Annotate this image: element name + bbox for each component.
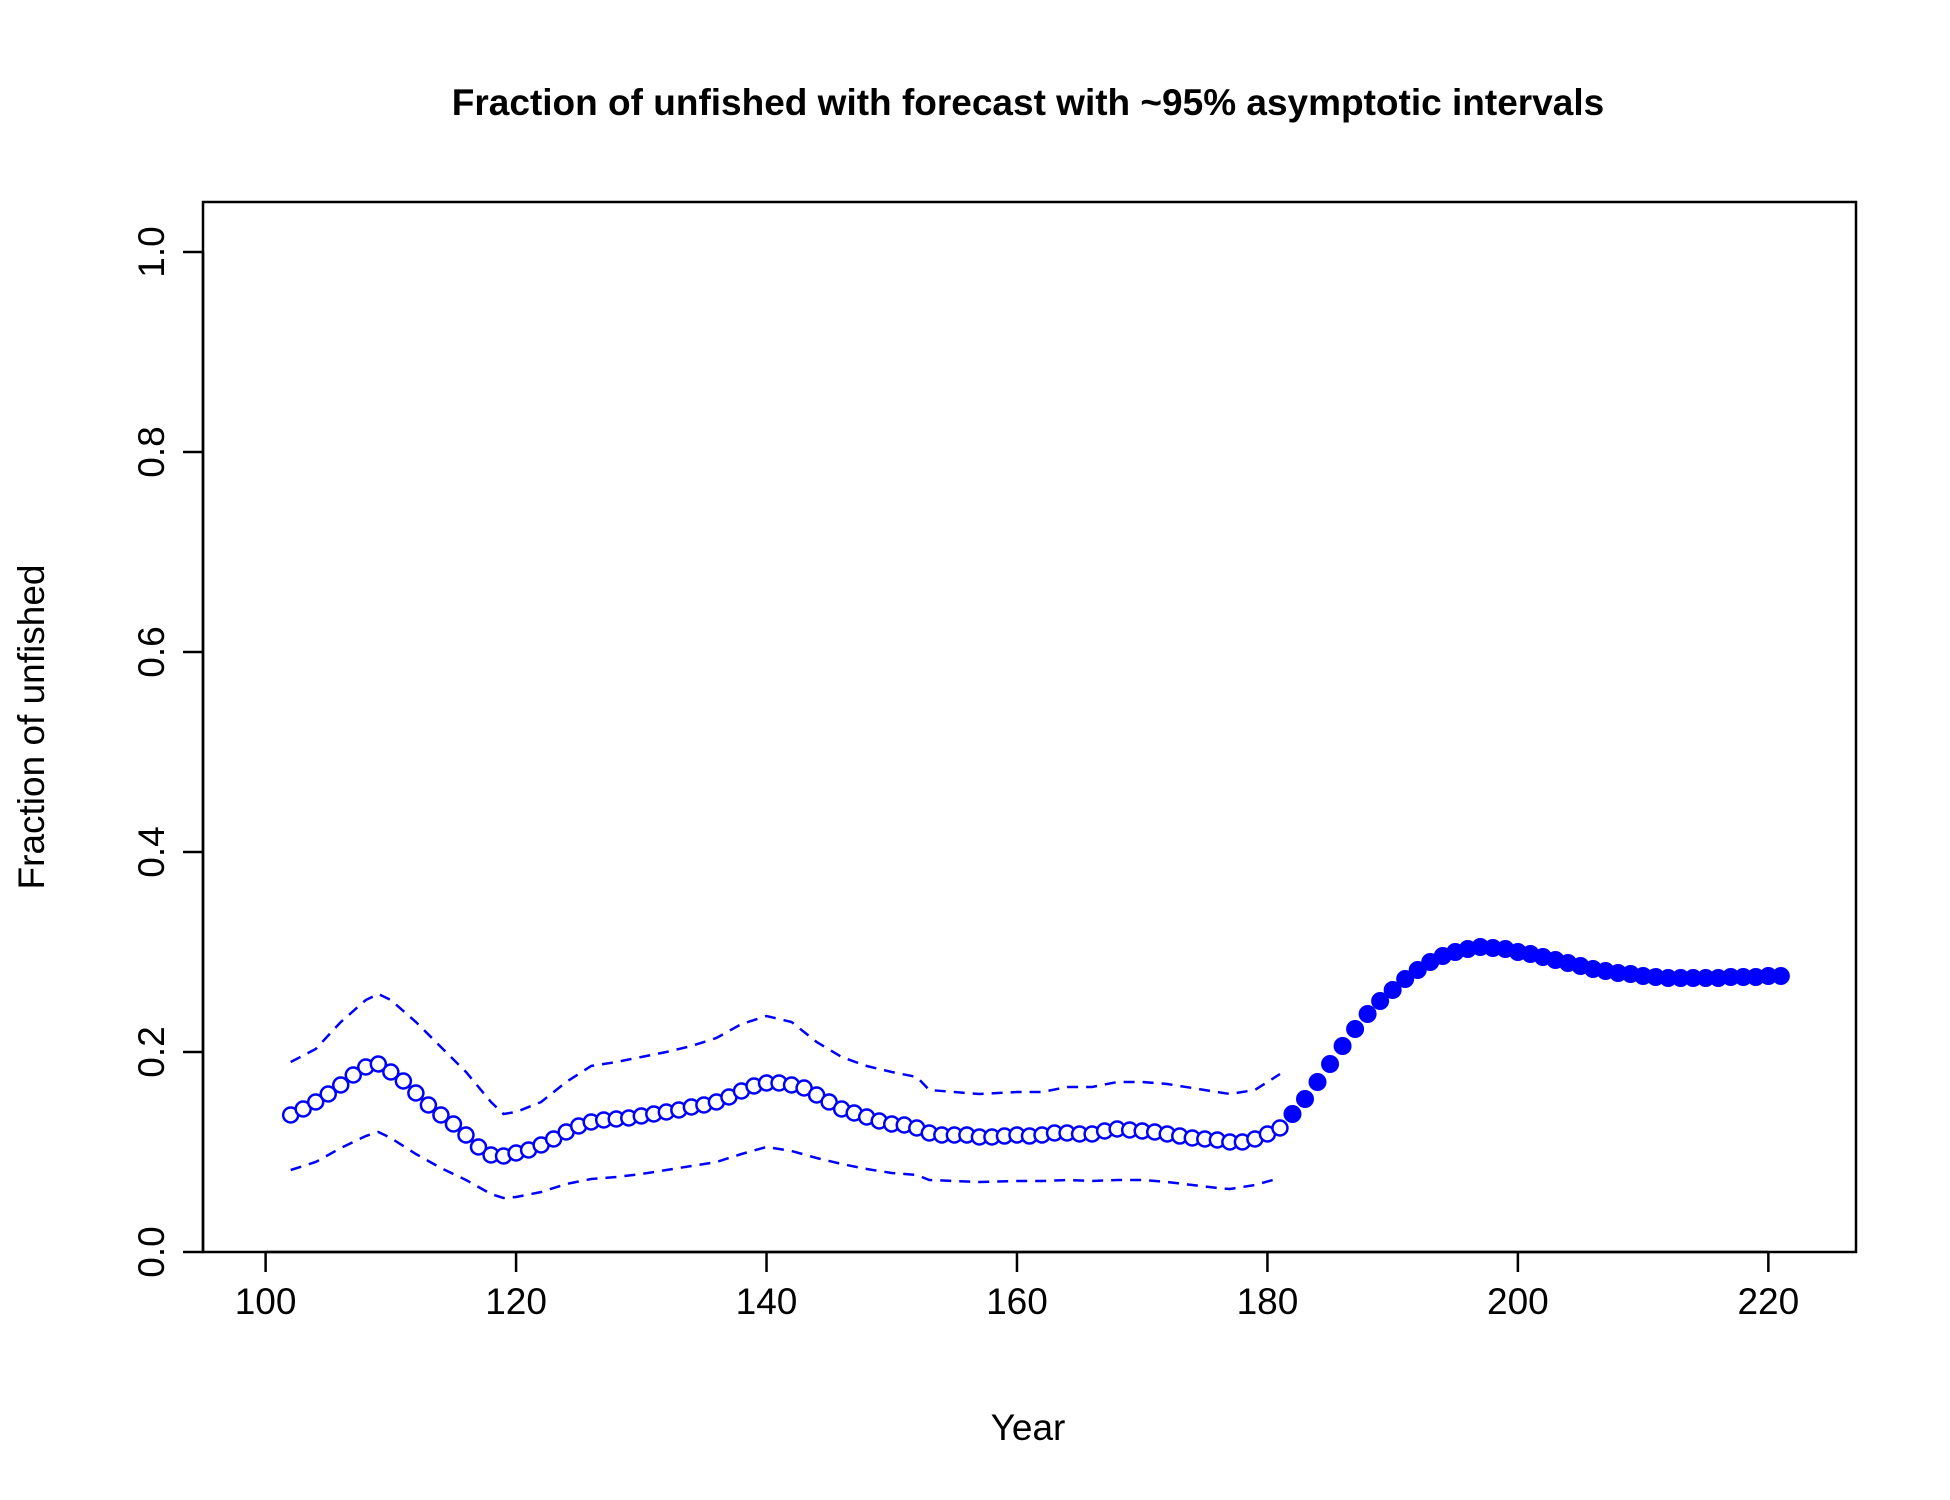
x-tick-label: 120 [485, 1281, 547, 1322]
estimate-point [319, 1085, 337, 1103]
x-tick-label: 200 [1487, 1281, 1549, 1322]
series-upper-95-line [290, 992, 1281, 1116]
estimate-point [469, 1138, 488, 1156]
x-tick-label: 220 [1737, 1281, 1799, 1322]
series-layer [281, 938, 1790, 1200]
y-tick-label: 0.2 [131, 1026, 172, 1077]
estimate-point [369, 1055, 388, 1073]
estimate-point [432, 1106, 450, 1124]
y-tick-label: 0.0 [131, 1226, 172, 1277]
estimate-point [394, 1072, 413, 1090]
y-tick-label: 0.6 [131, 626, 172, 677]
forecast-point [1296, 1090, 1314, 1108]
estimate-point [306, 1093, 325, 1111]
estimate-point [332, 1076, 350, 1094]
y-tick-label: 0.8 [131, 426, 172, 477]
chart-title: Fraction of unfished with forecast with … [452, 82, 1604, 123]
x-axis: 100 120 140 160 180 200 220 [235, 1250, 1799, 1322]
forecast-point [1333, 1037, 1352, 1055]
plot-frame [201, 200, 1858, 1254]
estimate-point [382, 1063, 400, 1081]
y-axis: 0.0 0.2 0.4 0.6 0.8 1.0 [131, 226, 205, 1278]
forecast-point [1383, 981, 1402, 999]
forecast-point [1283, 1105, 1302, 1123]
forecast-point [1346, 1020, 1365, 1038]
x-tick-label: 100 [235, 1281, 297, 1322]
forecast-point [1396, 970, 1415, 988]
estimate-point [344, 1066, 363, 1084]
series-lower-95-line [290, 1130, 1281, 1200]
forecast-point [1371, 992, 1390, 1010]
y-tick-label: 0.4 [131, 826, 172, 877]
forecast-point [1321, 1055, 1340, 1073]
y-axis-label: Fraction of unfished [11, 565, 52, 890]
forecast-point [1358, 1005, 1377, 1023]
y-tick-label: 1.0 [131, 226, 172, 277]
estimate-point [407, 1084, 425, 1102]
forecast-point [1308, 1073, 1327, 1091]
x-tick-label: 180 [1237, 1281, 1299, 1322]
forecast-point [1771, 967, 1790, 985]
estimate-point [444, 1115, 463, 1133]
x-axis-label: Year [991, 1407, 1066, 1448]
x-tick-label: 140 [736, 1281, 798, 1322]
estimate-point [457, 1126, 475, 1144]
x-tick-label: 160 [986, 1281, 1048, 1322]
estimate-point [419, 1096, 438, 1114]
estimate-point [1271, 1119, 1289, 1137]
